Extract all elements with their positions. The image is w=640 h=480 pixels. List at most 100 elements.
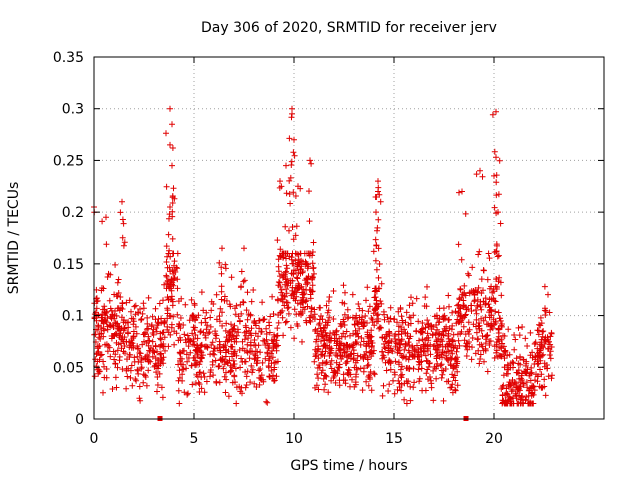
data-point — [289, 105, 295, 112]
data-point — [498, 385, 505, 392]
data-point — [277, 273, 283, 280]
data-point — [143, 326, 150, 333]
data-point — [245, 311, 252, 318]
data-point — [478, 341, 485, 348]
data-point — [490, 295, 497, 302]
data-point — [217, 305, 224, 312]
data-point — [152, 316, 159, 323]
data-point — [161, 281, 168, 288]
data-point — [291, 306, 298, 313]
data-point — [399, 317, 406, 324]
data-point — [509, 377, 516, 383]
data-points — [91, 105, 555, 407]
data-point — [405, 347, 412, 354]
data-point — [288, 114, 295, 121]
data-point — [387, 304, 394, 311]
data-point — [524, 366, 531, 373]
data-point — [410, 384, 417, 391]
data-point — [210, 348, 217, 355]
data-point — [527, 399, 534, 406]
data-point — [536, 353, 542, 360]
data-point — [486, 255, 493, 262]
data-point — [282, 319, 289, 326]
data-point — [478, 306, 485, 313]
data-point — [219, 245, 225, 252]
data-point — [263, 331, 270, 337]
data-point — [169, 162, 175, 169]
y-tick-label: 0.35 — [53, 50, 84, 66]
data-point — [113, 313, 120, 319]
data-point — [278, 183, 285, 190]
data-point — [323, 373, 330, 380]
data-point — [539, 328, 546, 335]
data-point — [443, 355, 450, 362]
data-point — [233, 338, 240, 345]
data-point — [259, 359, 266, 366]
data-point — [425, 334, 432, 341]
data-point — [170, 185, 177, 192]
data-point — [409, 352, 416, 359]
data-point — [344, 315, 351, 322]
data-point — [111, 315, 118, 322]
data-point — [462, 312, 469, 319]
data-point — [375, 216, 382, 223]
data-point — [381, 335, 388, 342]
data-point — [401, 326, 408, 333]
data-point — [241, 336, 248, 343]
data-point — [461, 302, 468, 309]
data-point — [309, 274, 316, 281]
data-point — [163, 130, 169, 137]
data-point — [183, 351, 190, 358]
data-point — [369, 316, 376, 323]
data-point — [434, 315, 441, 322]
data-point — [493, 286, 500, 292]
data-point — [357, 341, 364, 348]
data-point — [380, 352, 387, 359]
data-point — [150, 331, 157, 338]
data-point — [159, 329, 166, 336]
data-point — [418, 358, 425, 365]
data-point — [100, 333, 107, 340]
data-point — [140, 379, 147, 386]
data-point — [413, 295, 420, 302]
data-point — [401, 346, 408, 353]
data-point — [240, 299, 247, 306]
data-point — [475, 251, 482, 258]
data-point — [455, 301, 462, 308]
data-point — [356, 314, 363, 321]
data-point — [127, 367, 134, 374]
data-point — [168, 293, 175, 300]
data-point — [347, 351, 354, 358]
data-point — [514, 400, 521, 407]
data-point — [517, 353, 523, 360]
data-point — [284, 275, 291, 282]
data-point — [315, 375, 322, 382]
data-point — [499, 392, 506, 398]
data-point — [391, 316, 398, 323]
data-point — [445, 335, 452, 342]
data-point — [282, 250, 289, 257]
data-point — [252, 330, 259, 337]
data-point — [366, 303, 373, 310]
data-point — [373, 242, 380, 249]
data-point — [250, 287, 257, 293]
data-point — [318, 313, 324, 319]
data-point — [415, 346, 422, 353]
data-point — [193, 342, 200, 349]
data-point — [410, 312, 417, 319]
data-point — [273, 337, 280, 344]
data-point — [547, 333, 554, 340]
data-point — [126, 297, 133, 304]
data-point — [237, 301, 244, 308]
data-point — [176, 400, 183, 407]
data-point — [115, 305, 122, 312]
data-point — [349, 291, 356, 298]
data-point — [230, 333, 237, 340]
data-point — [489, 111, 496, 118]
data-point — [309, 282, 316, 289]
data-point — [376, 324, 383, 331]
data-point — [207, 314, 214, 321]
data-point — [106, 297, 113, 304]
data-point — [534, 345, 541, 352]
data-point — [266, 329, 273, 336]
